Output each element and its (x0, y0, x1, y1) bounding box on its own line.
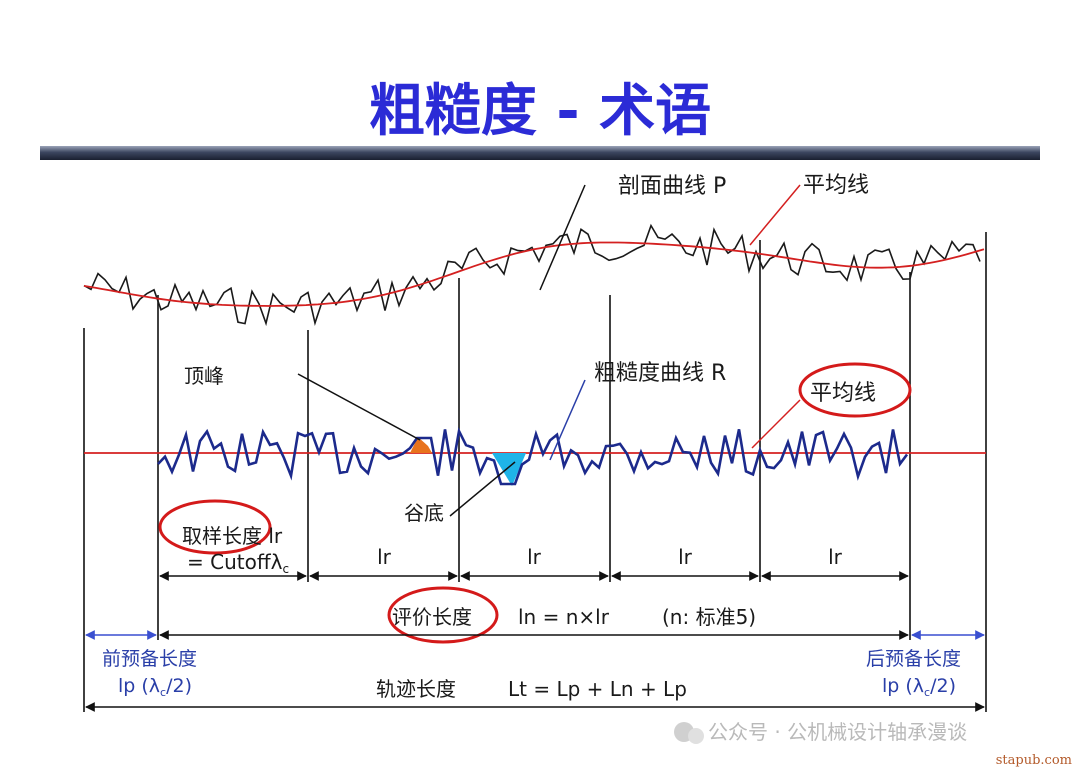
site-watermark: stapub.com (996, 753, 1072, 768)
post-travel-label: 后预备长度 (866, 648, 961, 670)
post-travel-formula: lp (λc/2) (882, 675, 956, 699)
profile-mean-line (83, 241, 985, 307)
lr-label-3: lr (678, 545, 693, 569)
red-leader-lines (749, 184, 801, 449)
highlight-ellipses (158, 362, 912, 644)
profile-curve-p (83, 223, 981, 327)
evaluation-formula: ln = n×lr (518, 605, 610, 629)
valley-label: 谷底 (404, 501, 444, 525)
watermark-text: 公众号 · 公机械设计轴承漫谈 (708, 720, 967, 744)
mean-line-mid-label: 平均线 (810, 381, 876, 406)
cutoff-label: = Cutoffλc (187, 550, 289, 576)
lr-label-2: lr (527, 545, 542, 569)
watermark: 公众号 · 公机械设计轴承漫谈 (674, 720, 967, 744)
roughness-curve-label: 粗糙度曲线 R (594, 361, 726, 386)
title-bar (40, 146, 1040, 160)
pre-travel-formula: lp (λc/2) (118, 675, 192, 699)
roughness-curve-r (157, 427, 909, 486)
profile-curve-label: 剖面曲线 P (618, 174, 726, 199)
peak-label: 顶峰 (184, 364, 224, 388)
section-dividers (83, 232, 987, 712)
pre-travel-label: 前预备长度 (102, 648, 197, 670)
leader-lines (297, 184, 586, 517)
traverse-length-label: 轨迹长度 (376, 677, 456, 701)
evaluation-length-label: 评价长度 (392, 605, 472, 629)
wechat-icon (674, 722, 694, 742)
traverse-formula: Lt = Lp + Ln + Lp (508, 677, 687, 701)
valley-highlight (492, 453, 526, 486)
mean-line-top-label: 平均线 (803, 173, 869, 198)
lr-label-1: lr (377, 545, 392, 569)
roughness-leader (549, 379, 586, 461)
peak-highlight (410, 437, 432, 453)
sampling-length-label: 取样长度 lr (182, 524, 283, 548)
page-title: 粗糙度 - 术语 (369, 79, 711, 144)
evaluation-note: (n: 标准5) (662, 605, 756, 629)
lr-label-4: lr (828, 545, 843, 569)
